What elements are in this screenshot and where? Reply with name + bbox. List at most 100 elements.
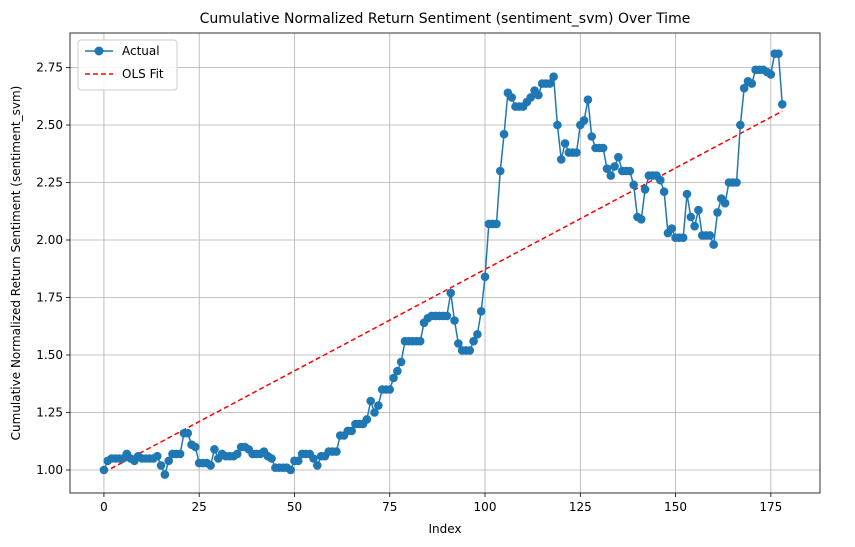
actual-point [526,93,536,102]
legend-actual-label: Actual [122,44,160,58]
actual-point [678,233,688,242]
ols-fit-line [103,110,783,473]
legend: Actual OLS Fit [77,39,178,91]
actual-point [313,461,322,470]
actual-point [766,70,776,79]
actual-point [267,454,276,463]
actual-point [774,49,783,58]
actual-point [233,449,242,459]
x-tick-label: 0 [100,500,108,514]
actual-point [583,95,593,104]
actual-point [175,449,185,459]
actual-point [480,272,490,282]
actual-point [656,175,665,185]
actual-point [389,373,398,383]
actual-point [739,83,749,93]
actual-point [690,221,699,231]
actual-point [732,178,741,187]
actual-point [587,132,597,141]
y-axis-ticks: 1.00 1.25 1.50 1.75 2.00 2.25 2.50 2.75 [36,61,70,477]
actual-point [191,442,200,452]
actual-point [293,456,303,466]
ols-fit-series [103,110,783,473]
y-tick-label: 2.00 [36,233,63,247]
y-tick-label: 1.50 [36,348,63,362]
actual-point [545,79,555,88]
plot-area-frame [69,32,821,494]
actual-point [579,116,589,125]
y-axis-label: Cumulative Normalized Return Sentiment (… [9,86,23,441]
actual-point [99,465,109,475]
grid-lines [70,33,820,493]
actual-point [556,155,566,164]
actual-point [640,185,650,194]
x-tick-label: 75 [382,500,397,514]
actual-point [720,198,730,208]
y-tick-label: 1.75 [36,291,63,305]
actual-point [495,166,505,176]
x-tick-label: 25 [192,500,207,514]
actual-point [560,139,570,148]
actual-point [347,426,356,436]
actual-point [606,171,616,180]
actual-point [415,336,425,346]
actual-point [682,189,692,199]
actual-point [614,152,623,162]
actual-point [659,187,669,196]
actual-point [709,240,718,249]
actual-point [442,311,452,321]
actual-point [183,428,193,438]
x-axis-label: Index [428,522,461,536]
actual-point [598,143,608,153]
actual-point [499,129,509,139]
x-tick-label: 125 [569,500,592,514]
actual-point [206,461,215,470]
x-tick-label: 175 [759,500,782,514]
actual-point [629,180,638,190]
actual-point [396,357,406,367]
actual-point [309,454,318,463]
actual-point [473,330,482,339]
actual-series [99,49,787,479]
actual-point [553,120,562,130]
actual-point [160,470,170,479]
actual-point [286,465,295,475]
actual-point [572,148,581,157]
actual-point [736,120,745,130]
actual-point [366,396,375,406]
actual-point [362,415,372,424]
x-tick-label: 150 [664,500,687,514]
x-tick-label: 100 [474,500,497,514]
actual-point [476,307,486,316]
x-tick-label: 50 [287,500,302,514]
legend-ols-label: OLS Fit [122,67,164,81]
actual-point [705,231,715,240]
chart-title: Cumulative Normalized Return Sentiment (… [200,11,691,27]
actual-point [636,215,646,224]
actual-point [156,461,166,470]
actual-point [625,166,635,176]
actual-point [713,208,722,217]
y-tick-label: 2.75 [36,61,63,75]
actual-point [370,408,379,417]
actual-point [610,162,619,171]
actual-point [450,316,459,325]
y-tick-label: 1.25 [36,406,63,420]
actual-point [385,385,395,394]
actual-point [332,447,341,456]
y-tick-label: 2.50 [36,118,63,132]
actual-point [667,224,677,233]
actual-point [747,79,757,88]
legend-actual-marker [94,46,104,56]
actual-point [469,336,478,346]
x-axis-ticks: 0 25 50 75 100 125 150 175 [100,493,782,514]
actual-point [492,219,501,229]
actual-point [777,100,787,109]
actual-point [393,366,402,376]
actual-point [534,90,543,100]
actual-point [446,288,456,298]
actual-point [694,205,703,215]
actual-point [465,346,475,355]
actual-point [374,401,383,410]
